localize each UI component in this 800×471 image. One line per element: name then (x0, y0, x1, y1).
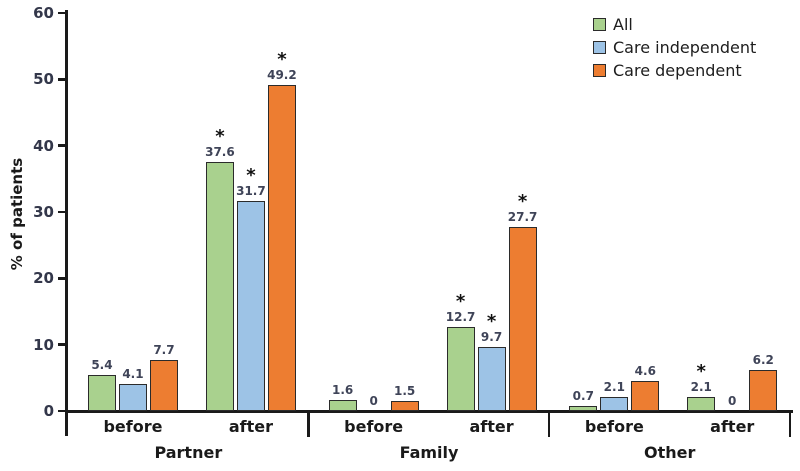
bar-care-dependent (149, 359, 178, 411)
y-tick-label: 50 (33, 70, 54, 89)
bar-value-label: 9.7 (480, 329, 503, 344)
bar-all (687, 397, 716, 411)
x-tick-label-before: before (344, 417, 404, 436)
y-tick-mark (58, 409, 66, 413)
significance-asterisk: * (696, 361, 706, 383)
group-separator-tick (307, 410, 310, 437)
bar-value-label: 2.1 (603, 380, 625, 395)
x-tick-label-after: after (228, 417, 273, 436)
bar-care-independent (600, 397, 629, 411)
bar-care-independent (118, 383, 147, 411)
y-tick-mark (58, 11, 66, 15)
x-axis-line (65, 410, 793, 413)
group-label-family: Family (399, 443, 459, 462)
bar-value-label: 27.7 (507, 210, 538, 225)
significance-asterisk: * (215, 125, 225, 147)
bar-value-label: 4.1 (122, 366, 144, 381)
bar-all (328, 400, 357, 411)
bar-value-label: 0 (728, 394, 737, 408)
y-tick-mark (58, 144, 66, 147)
bar-value-label: 49.2 (267, 67, 297, 82)
x-tick-label-after: after (710, 417, 755, 436)
group-label-other: Other (643, 443, 696, 462)
bar-care-dependent (631, 380, 660, 411)
y-tick-label: 20 (33, 269, 54, 288)
bar-care-dependent (267, 84, 296, 411)
bar-care-dependent (390, 401, 419, 411)
y-axis-line (65, 10, 68, 436)
bar-value-label: 7.7 (153, 342, 175, 357)
significance-asterisk: * (455, 290, 466, 312)
y-tick-mark (58, 78, 66, 81)
bar-value-label: 4.6 (634, 363, 656, 378)
y-tick-label: 10 (33, 335, 54, 354)
group-label-partner: Partner (154, 443, 223, 462)
group-separator-tick (788, 410, 791, 437)
y-tick-label: 30 (33, 203, 54, 221)
bar-value-label: 1.6 (332, 383, 354, 398)
legend-label-care-independent: Care independent (613, 38, 757, 57)
bar-all (446, 326, 475, 411)
legend-item-care-independent: Care independent (593, 36, 756, 59)
bar-all (205, 161, 234, 411)
bar-all (87, 375, 116, 411)
group-separator-tick (547, 410, 551, 437)
bar-value-label: 2.1 (690, 380, 712, 395)
legend-item-care-dependent: Care dependent (593, 59, 756, 82)
significance-asterisk: * (517, 191, 528, 213)
y-tick-mark (58, 210, 66, 214)
y-tick-mark (58, 343, 66, 346)
bar-care-independent (236, 200, 265, 411)
legend-swatch-all (593, 18, 606, 31)
significance-asterisk: * (277, 48, 287, 70)
legend-swatch-care-independent (593, 41, 606, 54)
legend: All Care independent Care dependent (593, 13, 756, 82)
bar-value-label: 31.7 (236, 183, 266, 198)
x-tick-label-before: before (103, 417, 163, 436)
bar-value-label: 0 (369, 394, 378, 408)
legend-swatch-care-dependent (593, 64, 606, 77)
significance-asterisk: * (246, 164, 256, 186)
y-tick-label: 40 (33, 136, 54, 155)
legend-label-all: All (613, 15, 633, 34)
bar-value-label: 1.5 (394, 384, 416, 399)
legend-item-all: All (593, 13, 756, 36)
significance-asterisk: * (486, 310, 497, 332)
legend-label-care-dependent: Care dependent (613, 61, 742, 80)
x-tick-label-before: before (584, 417, 644, 436)
bar-value-label: 6.2 (752, 352, 774, 367)
y-tick-mark (58, 277, 66, 280)
plot-area: 5.4 4.1 7.7 37.6 * 31.7 * 49.2 * 1.6 0 1.5 12.7 * 9.7 *… (68, 13, 790, 411)
bar-value-label: 0.7 (572, 389, 594, 404)
bar-care-independent (477, 346, 506, 411)
bar-value-label: 5.4 (91, 358, 113, 373)
bar-value-label: 12.7 (445, 309, 476, 324)
x-tick-label-after: after (469, 417, 514, 436)
bar-value-label: 37.6 (205, 144, 235, 159)
y-tick-label: 60 (33, 4, 54, 22)
bar-care-dependent (508, 227, 537, 411)
y-tick-label: 0 (43, 402, 54, 420)
bar-all (569, 406, 598, 411)
bar-care-dependent (749, 369, 778, 411)
